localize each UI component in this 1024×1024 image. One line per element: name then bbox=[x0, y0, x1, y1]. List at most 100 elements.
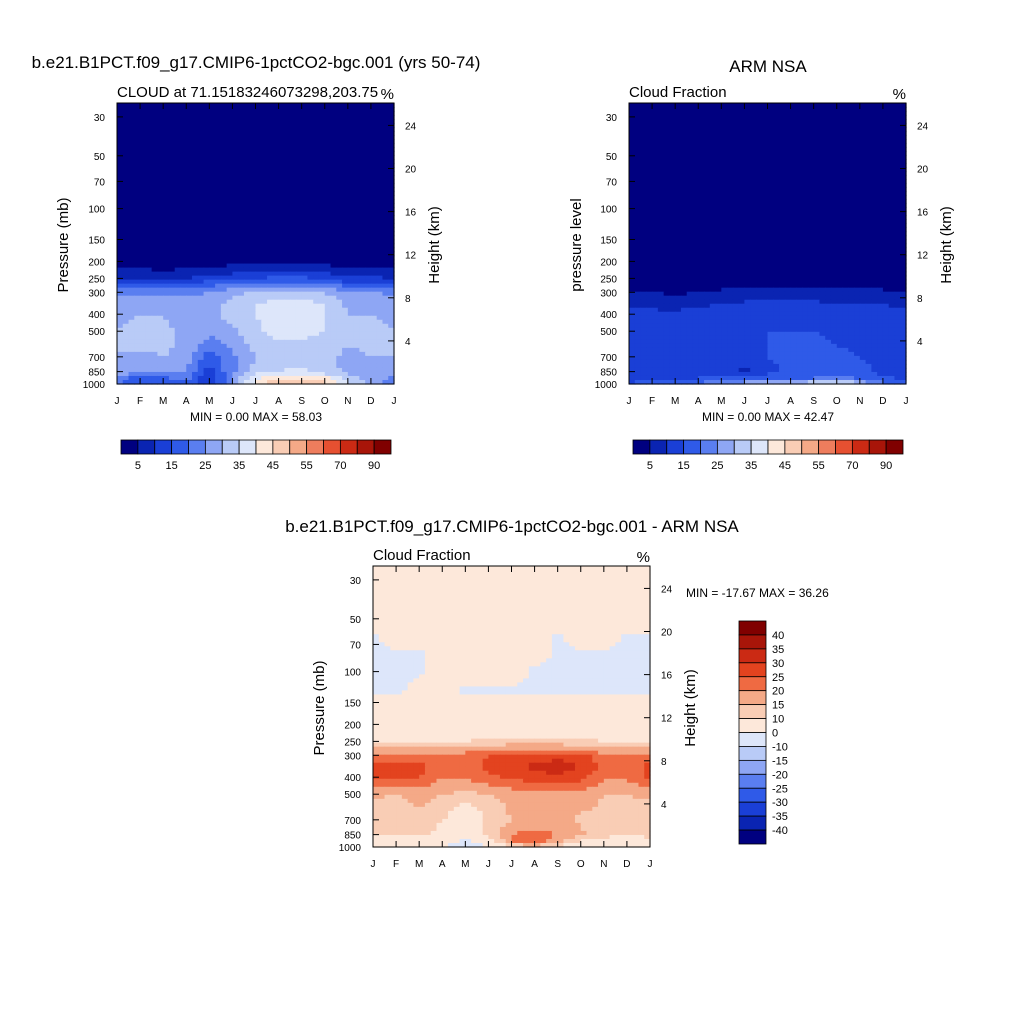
field-cell bbox=[704, 183, 711, 188]
field-cell bbox=[388, 307, 395, 313]
field-cell bbox=[318, 207, 326, 212]
field-cell bbox=[761, 227, 769, 233]
field-cell bbox=[330, 315, 337, 321]
field-cell bbox=[209, 351, 216, 357]
field-cell bbox=[157, 231, 164, 237]
field-cell bbox=[698, 103, 705, 108]
field-cell bbox=[359, 243, 366, 249]
field-cell bbox=[370, 291, 378, 297]
field-cell bbox=[313, 375, 320, 381]
field-cell bbox=[157, 251, 164, 257]
field-cell bbox=[186, 191, 193, 196]
field-cell bbox=[151, 167, 158, 172]
field-cell bbox=[168, 163, 176, 168]
field-cell bbox=[117, 255, 124, 261]
field-cell bbox=[324, 175, 332, 180]
field-cell bbox=[203, 311, 210, 317]
field-cell bbox=[744, 171, 751, 176]
field-cell bbox=[151, 303, 158, 309]
field-cell bbox=[220, 239, 228, 245]
field-cell bbox=[134, 255, 141, 261]
field-cell bbox=[307, 155, 314, 160]
field-cell bbox=[652, 111, 659, 116]
field-cell bbox=[180, 207, 187, 212]
field-cell bbox=[802, 163, 809, 168]
field-cell bbox=[727, 151, 734, 156]
field-cell bbox=[353, 303, 360, 309]
field-cell bbox=[324, 103, 332, 108]
field-cell bbox=[215, 259, 222, 265]
field-cell bbox=[882, 151, 890, 156]
field-cell bbox=[382, 379, 389, 385]
field-cell bbox=[767, 187, 774, 192]
field-cell bbox=[825, 171, 832, 176]
field-cell bbox=[215, 191, 222, 196]
field-cell bbox=[370, 211, 378, 216]
field-cell bbox=[261, 279, 268, 285]
field-cell bbox=[330, 363, 337, 369]
field-cell bbox=[220, 263, 228, 269]
field-cell bbox=[680, 167, 688, 172]
field-cell bbox=[813, 223, 821, 229]
field-cell bbox=[180, 247, 187, 253]
field-cell bbox=[376, 199, 384, 204]
field-cell bbox=[894, 139, 901, 144]
field-cell bbox=[779, 167, 786, 172]
field-cell bbox=[353, 215, 360, 221]
field-cell bbox=[686, 151, 694, 156]
field-cell bbox=[128, 355, 135, 361]
field-cell bbox=[859, 135, 867, 140]
field-cell bbox=[220, 203, 228, 208]
field-cell bbox=[232, 219, 239, 225]
field-cell bbox=[318, 355, 326, 361]
field-cell bbox=[163, 123, 170, 128]
field-cell bbox=[134, 127, 141, 132]
field-cell bbox=[232, 283, 239, 289]
field-cell bbox=[243, 347, 251, 353]
field-cell bbox=[640, 191, 647, 196]
field-cell bbox=[750, 171, 757, 176]
field-cell bbox=[342, 239, 349, 245]
field-cell bbox=[226, 103, 234, 108]
field-cell bbox=[318, 367, 326, 373]
field-cell bbox=[376, 295, 384, 301]
field-cell bbox=[134, 179, 141, 184]
field-cell bbox=[877, 171, 884, 176]
field-cell bbox=[888, 123, 896, 128]
field-cell bbox=[122, 151, 130, 156]
field-cell bbox=[232, 363, 239, 369]
field-cell bbox=[704, 155, 711, 160]
field-cell bbox=[842, 115, 849, 120]
field-cell bbox=[773, 191, 780, 196]
field-cell bbox=[163, 163, 170, 168]
x-tick-label: J bbox=[253, 396, 258, 407]
field-cell bbox=[255, 183, 262, 188]
field-cell bbox=[180, 171, 187, 176]
field-cell bbox=[209, 315, 216, 321]
field-cell bbox=[267, 235, 274, 241]
field-cell bbox=[888, 195, 896, 200]
field-cell bbox=[215, 323, 222, 329]
field-cell bbox=[313, 367, 320, 373]
field-cell bbox=[318, 183, 326, 188]
field-cell bbox=[790, 199, 797, 204]
field-cell bbox=[882, 127, 890, 132]
field-cell bbox=[767, 223, 774, 229]
field-cell bbox=[836, 143, 844, 148]
field-cell bbox=[134, 111, 141, 116]
field-cell bbox=[255, 211, 262, 216]
y-tick-label: 250 bbox=[88, 274, 105, 285]
field-cell bbox=[767, 155, 774, 160]
field-cell bbox=[140, 247, 147, 253]
field-cell bbox=[388, 159, 395, 164]
field-cell bbox=[290, 283, 297, 289]
field-cell bbox=[871, 103, 878, 108]
field-cell bbox=[134, 243, 141, 249]
field-cell bbox=[359, 211, 366, 216]
field-cell bbox=[186, 299, 193, 305]
field-cell bbox=[168, 375, 176, 381]
field-cell bbox=[192, 359, 199, 365]
field-cell bbox=[388, 347, 395, 353]
field-cell bbox=[145, 159, 153, 164]
field-cell bbox=[290, 267, 297, 273]
